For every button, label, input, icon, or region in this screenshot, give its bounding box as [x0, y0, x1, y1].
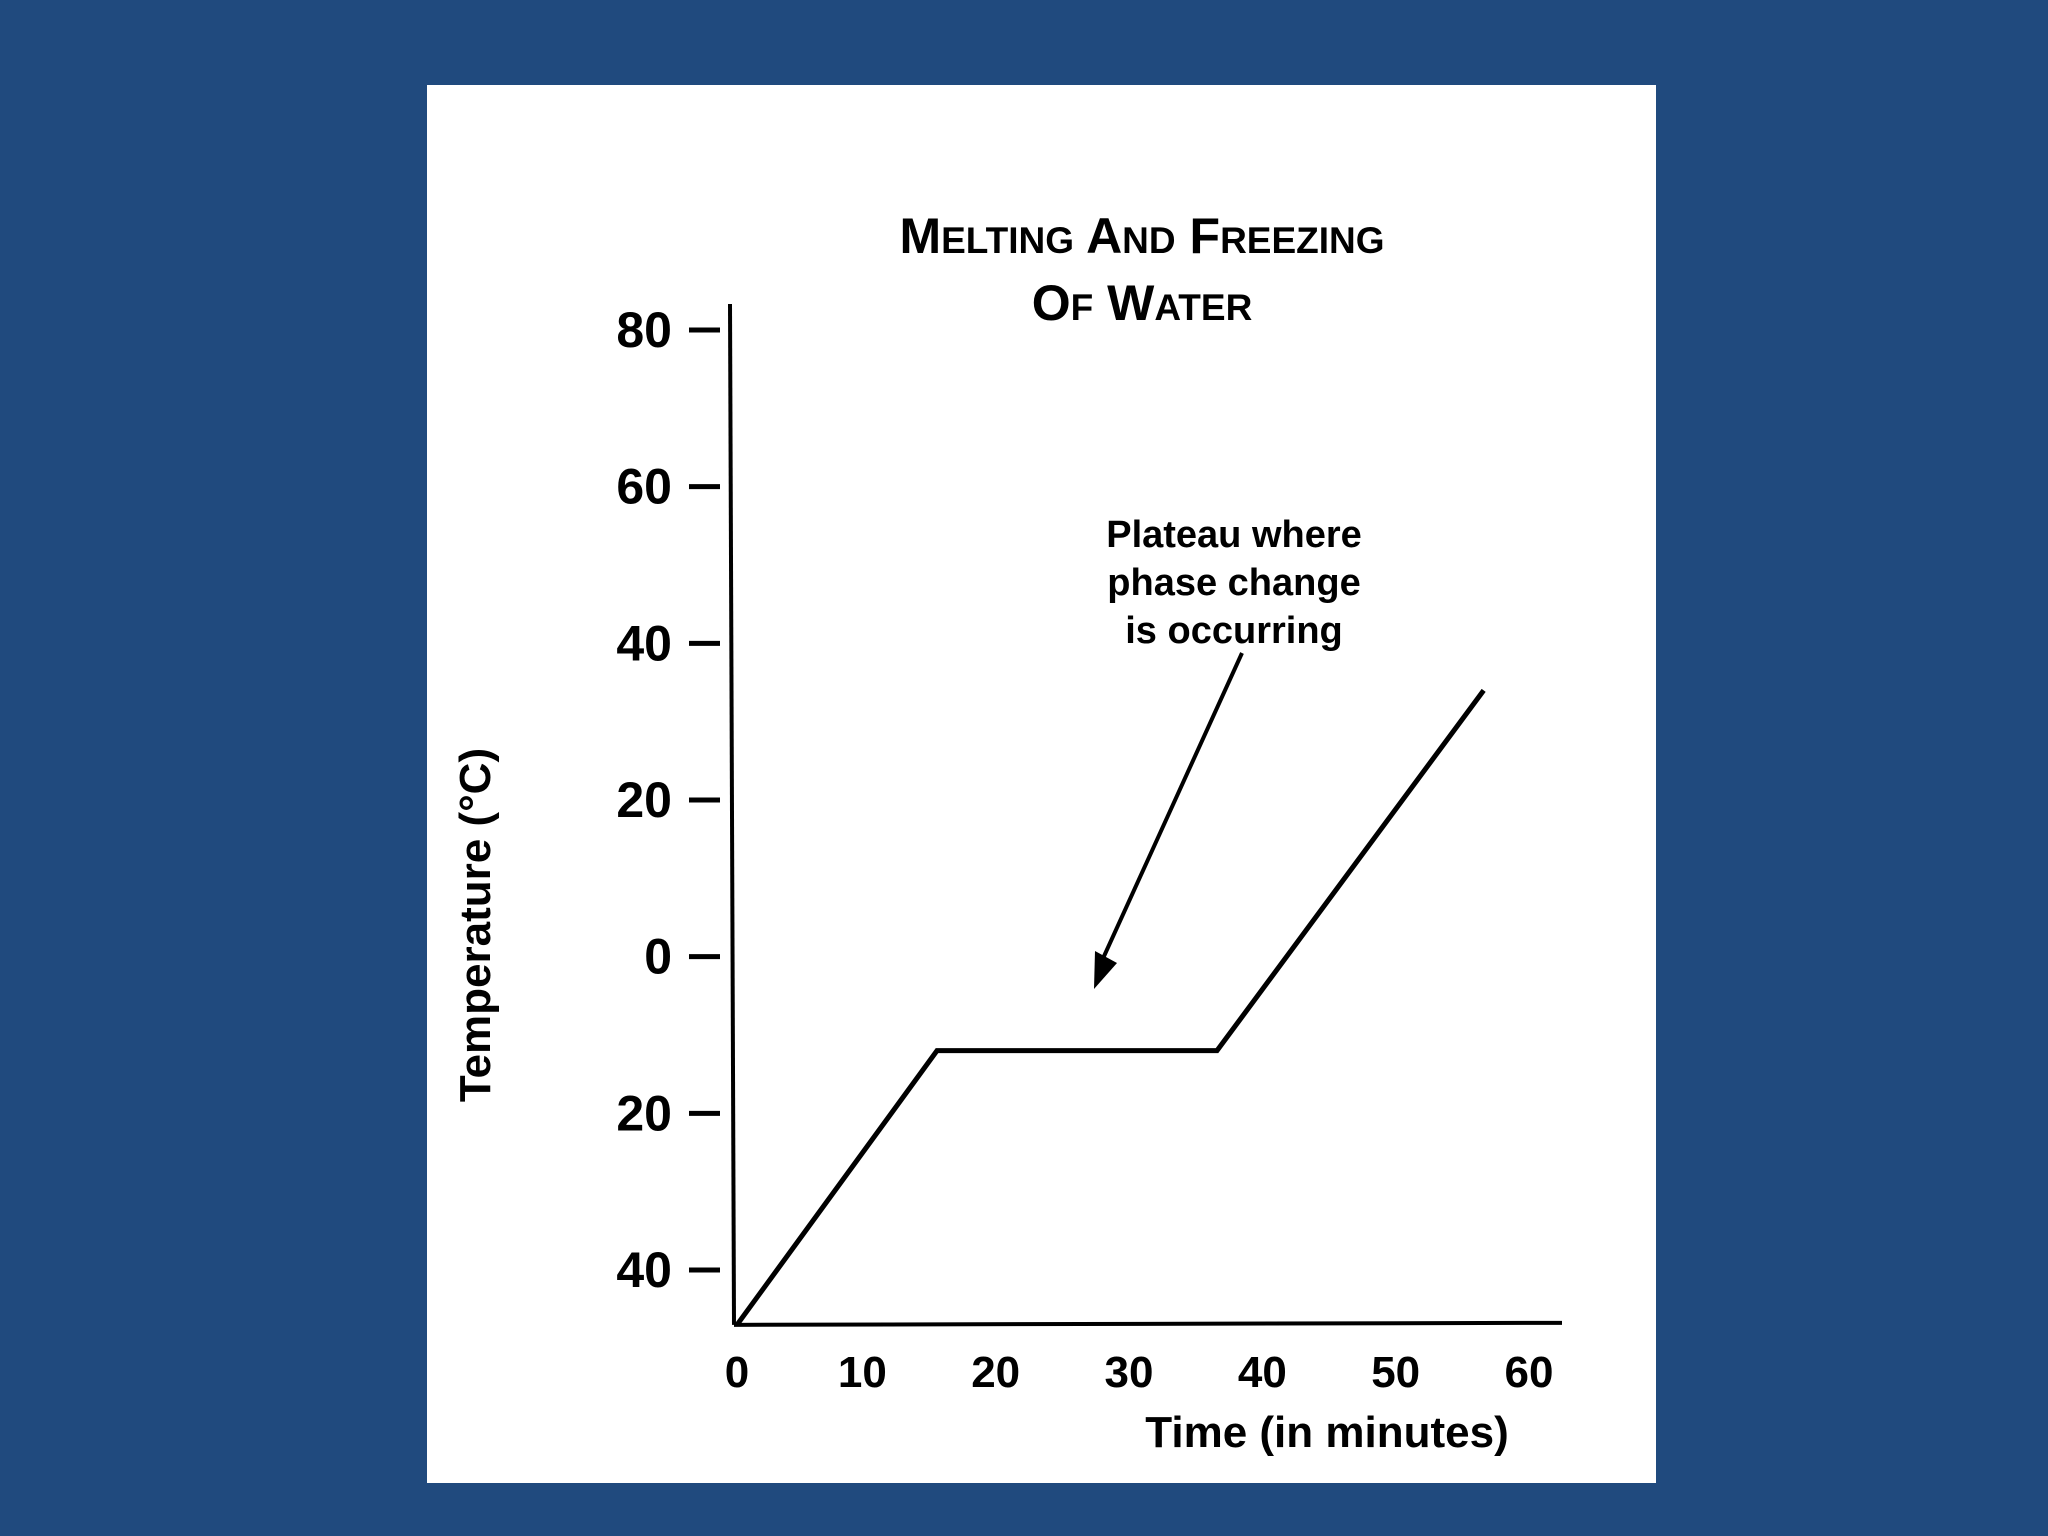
x-axis-line: [733, 1320, 1563, 1327]
x-tick-label: 20: [971, 1348, 1020, 1397]
y-axis-line: [728, 303, 736, 1325]
y-axis-ticks: 80 60 40 20 0 20 40: [616, 302, 720, 1298]
y-tick-label: 80: [616, 302, 672, 358]
y-axis-title: Temperature (°C): [451, 748, 500, 1102]
y-tick-label: 0: [644, 929, 672, 985]
x-axis-title: Time (in minutes): [1145, 1408, 1508, 1457]
chart-panel: MELTING AND FREEZING OF WATER Plateau wh…: [427, 85, 1656, 1483]
x-tick-label: 0: [725, 1348, 749, 1397]
chart-title-line-2: OF WATER: [1032, 275, 1253, 331]
annotation-line-1: Plateau where: [1106, 514, 1362, 556]
x-tick-label: 30: [1105, 1348, 1154, 1397]
annotation-line-2: phase change: [1107, 562, 1360, 604]
temperature-series-line: [734, 688, 1486, 1327]
melting-freezing-chart: MELTING AND FREEZING OF WATER Plateau wh…: [451, 208, 1563, 1457]
y-tick-label: 20: [616, 772, 672, 828]
annotation-arrow-line: [1098, 652, 1244, 966]
y-tick-label: 40: [616, 615, 672, 671]
x-axis-ticks: 0 10 20 30 40 50 60: [725, 1348, 1554, 1397]
x-tick-label: 60: [1505, 1348, 1554, 1397]
y-tick-label: 40: [616, 1242, 672, 1298]
annotation-arrow-group: [1094, 652, 1244, 989]
x-tick-label: 50: [1371, 1348, 1420, 1397]
y-tick-label: 60: [616, 459, 672, 515]
x-tick-label: 40: [1238, 1348, 1287, 1397]
series-group: [734, 688, 1486, 1327]
axes: [728, 303, 1563, 1327]
y-tick-label: 20: [616, 1085, 672, 1141]
annotation-line-3: is occurring: [1125, 610, 1343, 652]
plateau-annotation: Plateau where phase change is occurring: [1106, 514, 1362, 652]
annotation-arrowhead: [1094, 951, 1117, 989]
chart-title-line-1: MELTING AND FREEZING: [899, 208, 1384, 264]
x-tick-label: 10: [838, 1348, 887, 1397]
